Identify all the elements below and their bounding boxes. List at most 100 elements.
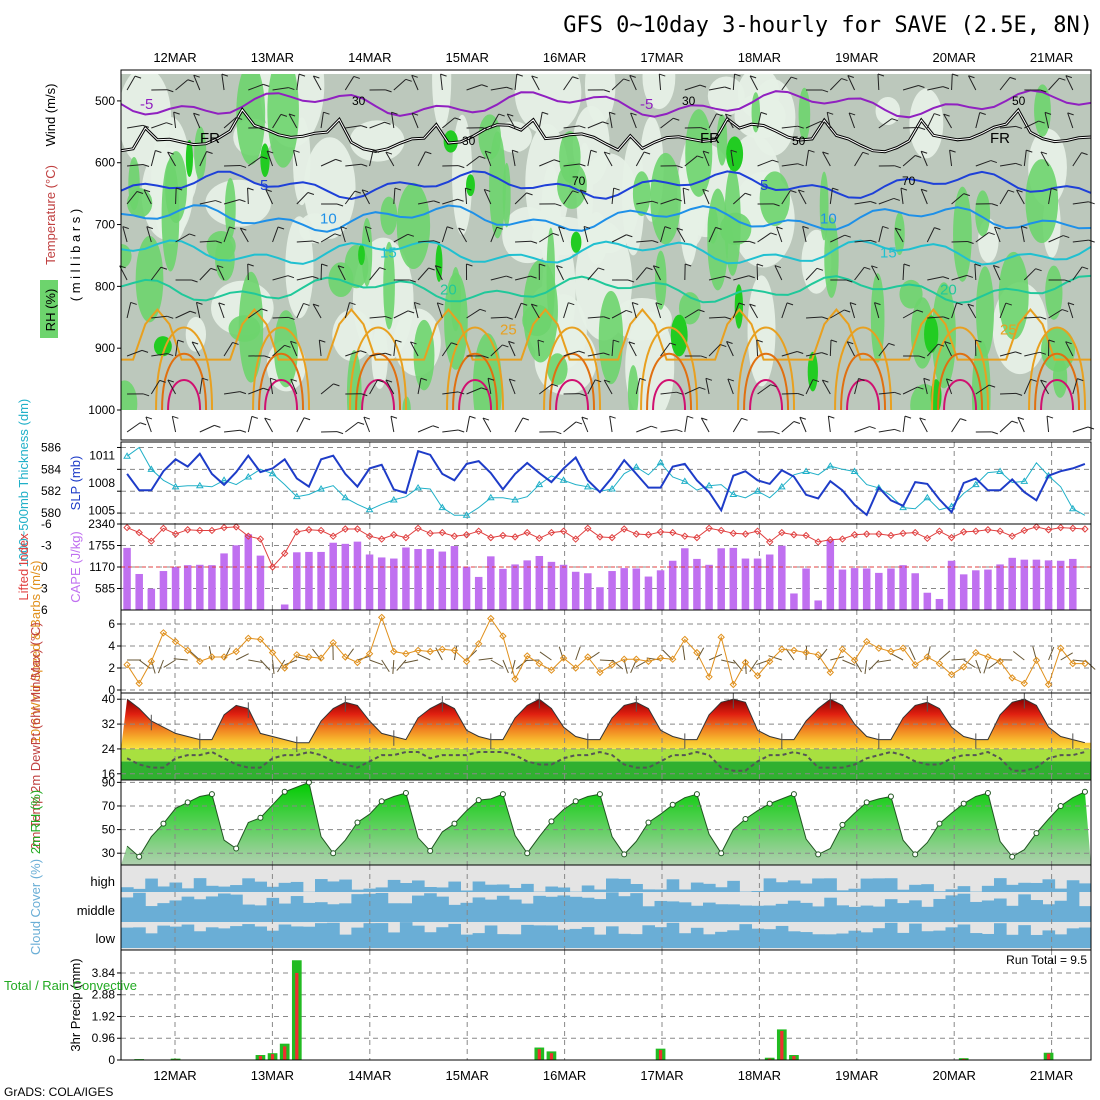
wind-barb xyxy=(756,339,759,357)
wind-barb-flag xyxy=(988,232,995,236)
wind-barb xyxy=(466,84,482,91)
cloud-bar xyxy=(133,892,146,922)
cloud-bar xyxy=(169,882,183,892)
cloud-bar xyxy=(181,896,195,922)
wind-barb xyxy=(558,226,565,243)
wind-barb-flag xyxy=(702,188,709,192)
wind-speed-marker xyxy=(996,657,1004,666)
cloud-bar xyxy=(642,889,655,892)
wind-barb xyxy=(344,76,355,91)
wind-barb-flag xyxy=(507,113,514,117)
thickness-marker xyxy=(365,505,374,513)
wind-barb xyxy=(581,416,589,433)
wind-speed-marker xyxy=(959,663,968,671)
rh-marker xyxy=(524,850,531,857)
date-label-bottom: 21MAR xyxy=(1030,1068,1073,1083)
wind-speed-marker xyxy=(329,638,337,647)
li-marker xyxy=(317,526,325,535)
cloud-bar xyxy=(545,886,558,892)
li-marker xyxy=(268,563,277,571)
wind-barb xyxy=(902,155,916,167)
wind-barb-flag xyxy=(166,353,174,357)
wind-barb-flag xyxy=(239,164,247,168)
wind-barb xyxy=(193,113,201,129)
rh-high-patch xyxy=(489,131,506,239)
wind-barb xyxy=(781,421,795,433)
cape-bar xyxy=(559,564,568,610)
wind-barb xyxy=(248,387,264,395)
precip-tick-label: 1.92 xyxy=(92,1009,116,1023)
wind-barb-flag xyxy=(240,227,247,231)
cape-bar xyxy=(1032,559,1041,610)
rh-marker xyxy=(790,791,797,798)
rh-contour-label: 30 xyxy=(682,94,696,108)
wind-barb-flag xyxy=(136,190,144,194)
rh-high-patch xyxy=(206,231,236,262)
li-marker xyxy=(632,530,641,538)
wind-barb xyxy=(175,233,190,243)
rh-marker xyxy=(1033,830,1040,837)
wind-barb xyxy=(556,265,565,281)
wind-barb-flag xyxy=(698,309,705,313)
cape-bar xyxy=(656,570,665,610)
wind-barb-flag xyxy=(235,116,243,120)
wind-barb xyxy=(708,227,717,243)
wind-barb xyxy=(847,75,856,91)
rh-marker xyxy=(718,850,725,857)
surface-temp-loop xyxy=(355,352,402,410)
cloud-bar xyxy=(1006,934,1019,948)
rh-max-patch xyxy=(466,174,475,197)
wind-barb xyxy=(802,226,807,243)
wind-barb xyxy=(781,163,798,167)
wind-barb-flag xyxy=(1030,378,1037,382)
wind-barb-flag xyxy=(1051,187,1058,191)
thickness-ylabel: 1000~500mb Thickness (dm) xyxy=(16,399,31,568)
wind-barb-flag xyxy=(849,302,857,306)
wind-barb-flag xyxy=(832,187,839,191)
cape-bar xyxy=(147,588,156,610)
wind-barb-flag xyxy=(877,73,885,77)
wind-barb-flag xyxy=(539,263,546,267)
cloud-bar xyxy=(909,900,922,922)
wind-barb xyxy=(927,86,944,91)
wind-barb xyxy=(1000,125,1017,129)
wind-barb-flag xyxy=(749,75,757,79)
li-marker xyxy=(705,524,713,533)
cloud-bar xyxy=(545,896,558,922)
li-marker xyxy=(232,523,240,531)
wind-barb xyxy=(603,379,613,395)
cape-bar xyxy=(317,551,325,610)
wind-barb-flag xyxy=(967,241,974,245)
wind-barb-flag xyxy=(991,431,998,435)
wind-barb xyxy=(199,424,215,433)
cape-bar xyxy=(1008,557,1016,610)
cloud-bar xyxy=(897,889,910,892)
rh-max-patch xyxy=(435,244,443,282)
wind-barb-10m xyxy=(417,653,431,661)
precip-conv-bar xyxy=(270,1054,275,1060)
wind-barb xyxy=(563,302,569,319)
rh-max-patch xyxy=(924,315,939,353)
wind-barb-flag xyxy=(1021,225,1028,229)
wind-barb-flag xyxy=(1015,125,1023,129)
wind-barb xyxy=(345,421,359,433)
wind-barb xyxy=(296,417,305,433)
thickness-marker xyxy=(680,477,689,484)
cloud-bar xyxy=(994,878,1007,892)
precip-conv-bar xyxy=(549,1053,554,1060)
wind-barb xyxy=(361,189,371,205)
wind-speed-marker xyxy=(305,653,313,661)
wind-barb xyxy=(992,265,1001,281)
cloud-bar xyxy=(642,906,655,922)
cloud-bar xyxy=(496,934,510,948)
wind-barb-flag xyxy=(458,391,465,395)
wind-barb-flag xyxy=(363,416,371,420)
cloud-bar xyxy=(302,926,316,948)
thickness-marker xyxy=(1068,504,1077,512)
wind-barb xyxy=(1020,226,1025,243)
wind-barb-flag xyxy=(139,422,147,426)
wind-barb xyxy=(1072,378,1078,395)
cloud-bar xyxy=(690,927,704,948)
wind-barb xyxy=(829,78,842,91)
